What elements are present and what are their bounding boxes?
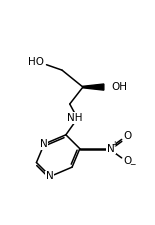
Text: OH: OH (112, 82, 128, 92)
Text: O: O (124, 131, 132, 141)
Text: HO: HO (28, 57, 44, 68)
Text: −: − (129, 160, 136, 169)
Text: +: + (111, 140, 118, 149)
Polygon shape (83, 84, 104, 90)
Text: N: N (107, 144, 115, 154)
Text: NH: NH (67, 113, 83, 123)
Text: O: O (124, 156, 132, 166)
Text: N: N (40, 139, 47, 149)
Text: N: N (46, 171, 53, 181)
